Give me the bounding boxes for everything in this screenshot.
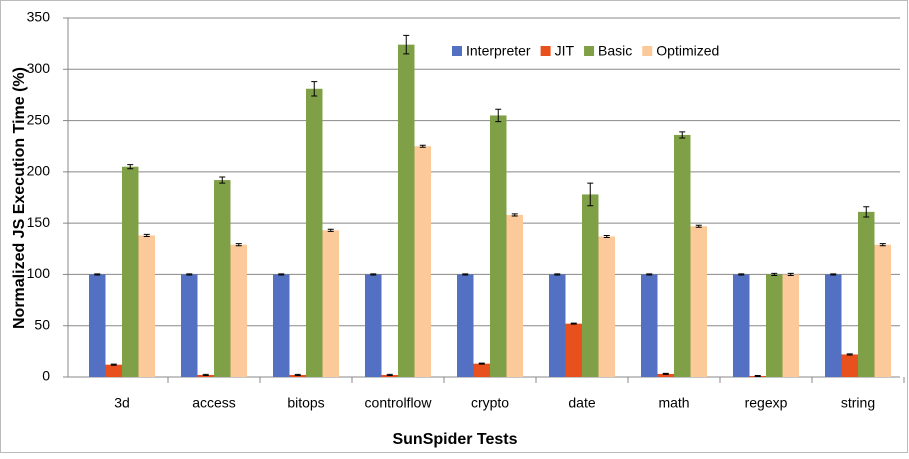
bar [122, 166, 139, 377]
error-bar [386, 373, 393, 376]
y-axis-title: Normalized JS Execution Time (%) [11, 67, 28, 329]
bar [490, 115, 507, 377]
error-bar [587, 182, 594, 207]
error-bar [787, 272, 794, 276]
bar [289, 374, 306, 377]
error-bar [419, 144, 426, 148]
legend-swatch [642, 46, 653, 56]
y-tick-label: 0 [42, 368, 50, 384]
x-tick-label: date [568, 395, 595, 411]
bar [825, 274, 842, 377]
legend-label: JIT [555, 43, 575, 59]
error-bar [127, 164, 134, 170]
error-bar [863, 206, 870, 218]
y-tick-label: 50 [34, 316, 50, 332]
error-bar [662, 372, 669, 375]
bar [181, 274, 198, 377]
bar [766, 274, 783, 377]
error-bar [327, 228, 334, 232]
error-bar [235, 243, 242, 247]
error-bar [219, 176, 226, 184]
error-bar [554, 273, 561, 276]
y-tick-label: 300 [27, 60, 51, 76]
bar [858, 211, 875, 377]
legend-label: Basic [598, 43, 632, 59]
bar [582, 194, 599, 377]
bar [214, 180, 231, 377]
bar [733, 274, 750, 377]
x-tick-label: 3d [114, 395, 130, 411]
y-tick-label: 350 [27, 9, 51, 25]
error-bar [462, 273, 469, 276]
error-bar [646, 273, 653, 276]
error-bar [738, 273, 745, 276]
bar [598, 236, 615, 377]
error-bar [110, 363, 117, 366]
bar [841, 354, 858, 377]
bar [322, 230, 339, 377]
bar [230, 244, 247, 377]
bar [641, 274, 658, 377]
bar [674, 134, 691, 377]
bar [306, 88, 323, 377]
error-bar [511, 213, 518, 217]
error-bar [679, 131, 686, 139]
error-bar [695, 224, 702, 228]
x-tick-label: controlflow [365, 395, 433, 411]
x-tick-label: regexp [745, 395, 788, 411]
bar [506, 214, 523, 377]
error-bar [403, 34, 410, 55]
legend-label: Optimized [656, 43, 719, 59]
bar [381, 374, 398, 377]
error-bar [570, 322, 577, 325]
bar [273, 274, 290, 377]
bar [89, 274, 106, 377]
bar [398, 44, 415, 377]
bar [365, 274, 382, 377]
y-tick-label: 150 [27, 214, 51, 230]
bar [197, 374, 214, 377]
error-bar [311, 81, 318, 97]
error-bar [143, 233, 150, 237]
bar [549, 274, 566, 377]
bar [782, 274, 799, 377]
bar [473, 363, 490, 377]
bar [690, 226, 707, 377]
error-bar [830, 273, 837, 276]
x-tick-label: string [841, 395, 875, 411]
error-bar [294, 373, 301, 376]
bar [105, 364, 122, 377]
error-bar [754, 374, 761, 377]
y-tick-label: 250 [27, 111, 51, 127]
x-axis-title: SunSpider Tests [392, 431, 517, 448]
legend-swatch [584, 46, 595, 56]
y-tick-label: 100 [27, 265, 51, 281]
error-bar [603, 234, 610, 239]
error-bar [771, 272, 778, 276]
legend-swatch [452, 46, 462, 56]
error-bar [186, 273, 193, 276]
bar [414, 146, 431, 377]
error-bar [278, 273, 285, 276]
error-bar [879, 243, 886, 247]
bar [457, 274, 474, 377]
bar [138, 235, 155, 377]
x-tick-label: bitops [287, 395, 324, 411]
error-bar [94, 273, 101, 276]
bar [874, 244, 891, 377]
legend-swatch [540, 46, 551, 56]
error-bar [370, 273, 377, 276]
bar [565, 323, 582, 377]
legend-label: Interpreter [466, 43, 531, 59]
error-bar [846, 353, 853, 356]
x-tick-label: math [658, 395, 689, 411]
x-tick-label: crypto [471, 395, 509, 411]
bar [657, 373, 674, 377]
x-tick-label: access [192, 395, 236, 411]
error-bar [495, 108, 502, 123]
y-tick-label: 200 [27, 163, 51, 179]
error-bar [478, 362, 485, 365]
error-bar [202, 373, 209, 376]
